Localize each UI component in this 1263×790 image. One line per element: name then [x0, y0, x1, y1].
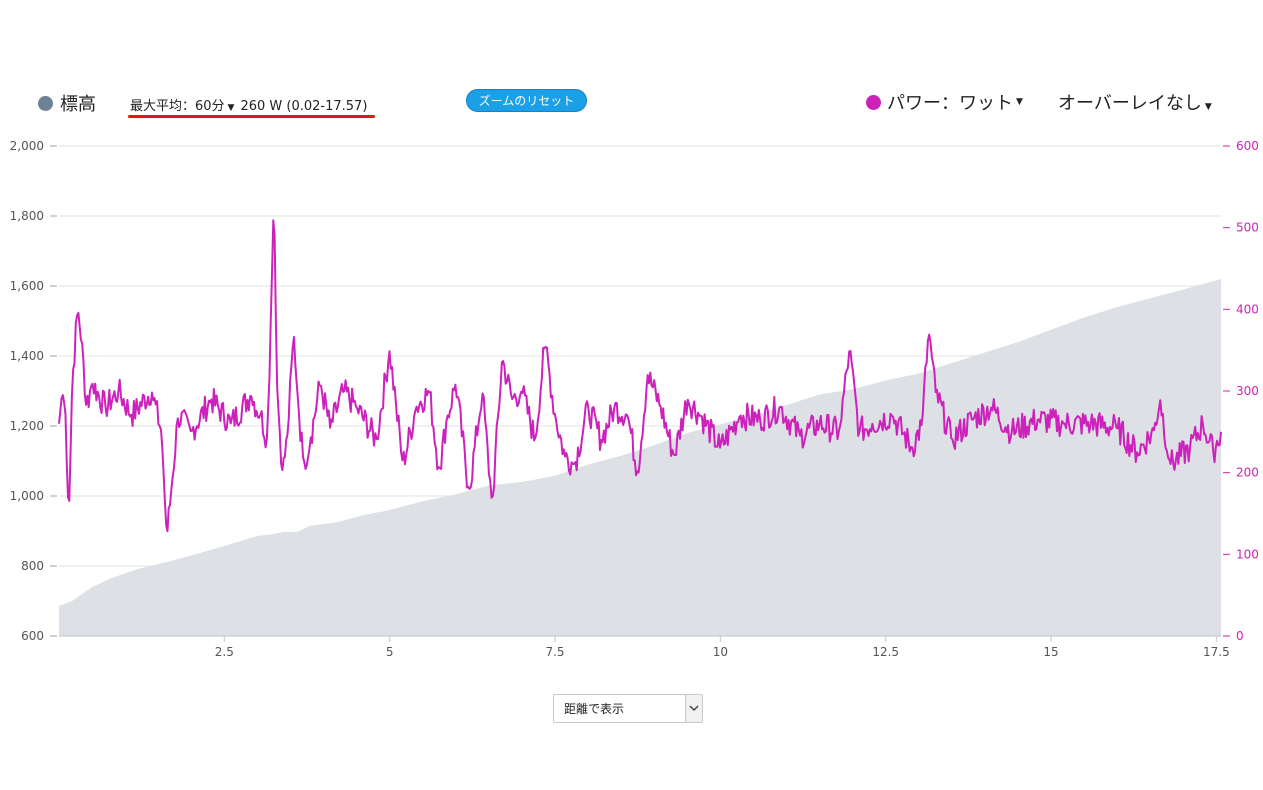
left-axis-tick-label: 1,800: [10, 209, 44, 223]
x-axis-tick-label: 10: [713, 645, 728, 659]
chevron-down-icon: [689, 705, 699, 712]
max-average-dropdown[interactable]: 最大平均：60分 ▼ 260 W (0.02-17.57): [130, 95, 367, 114]
right-axis-tick-label: 200: [1236, 466, 1259, 480]
caret-down-icon: ▼: [1204, 102, 1212, 112]
x-axis-tick-label: 5: [386, 645, 394, 659]
right-axis-tick-label: 400: [1236, 302, 1259, 316]
left-axis-tick-label: 2,000: [10, 139, 44, 153]
x-axis-tick-label: 2.5: [215, 645, 234, 659]
power-line: [58, 219, 1222, 533]
left-axis-tick-label: 1,000: [10, 489, 44, 503]
left-axis-tick-label: 1,400: [10, 349, 44, 363]
max-average-label: 最大平均：60分: [130, 99, 225, 114]
view-mode-value: 距離で表示: [564, 702, 625, 716]
reset-zoom-button[interactable]: ズームのリセット: [466, 89, 587, 112]
right-axis-tick-label: 500: [1236, 221, 1259, 235]
power-legend-label: パワー：ワット: [887, 93, 1013, 114]
power-legend-dropdown[interactable]: パワー：ワット ▼: [866, 89, 1023, 115]
x-axis-tick-label: 17.5: [1203, 645, 1230, 659]
right-axis-tick-label: 100: [1236, 547, 1259, 561]
left-axis-tick-label: 800: [21, 559, 44, 573]
left-axis-tick-label: 600: [21, 629, 44, 643]
right-axis-tick-label: 300: [1236, 384, 1259, 398]
highlight-underline: [128, 115, 375, 118]
caret-down-icon: ▼: [227, 103, 235, 113]
power-dot-icon: [866, 94, 881, 110]
view-mode-select[interactable]: 距離で表示: [553, 694, 703, 723]
select-arrow-button[interactable]: [685, 695, 702, 722]
overlay-label: オーバーレイなし: [1058, 93, 1202, 114]
elevation-legend[interactable]: 標高: [38, 90, 96, 116]
max-average-value: 260 W (0.02-17.57): [240, 99, 368, 114]
right-axis-tick-label: 0: [1236, 629, 1244, 643]
elevation-legend-label: 標高: [60, 94, 96, 115]
x-axis-tick-label: 12.5: [872, 645, 899, 659]
axes: 2,000 1,800 1,600 1,400 1,200 1,000 800 600 600 5…: [10, 139, 1259, 659]
left-axis-tick-label: 1,600: [10, 279, 44, 293]
left-axis-tick-label: 1,200: [10, 419, 44, 433]
caret-down-icon: ▼: [1016, 97, 1023, 107]
elevation-dot-icon: [38, 95, 53, 111]
right-axis-tick-label: 600: [1236, 139, 1259, 153]
x-axis-tick-label: 7.5: [545, 645, 564, 659]
x-axis-tick-label: 15: [1043, 645, 1058, 659]
overlay-dropdown[interactable]: オーバーレイなし ▼: [1058, 89, 1212, 115]
